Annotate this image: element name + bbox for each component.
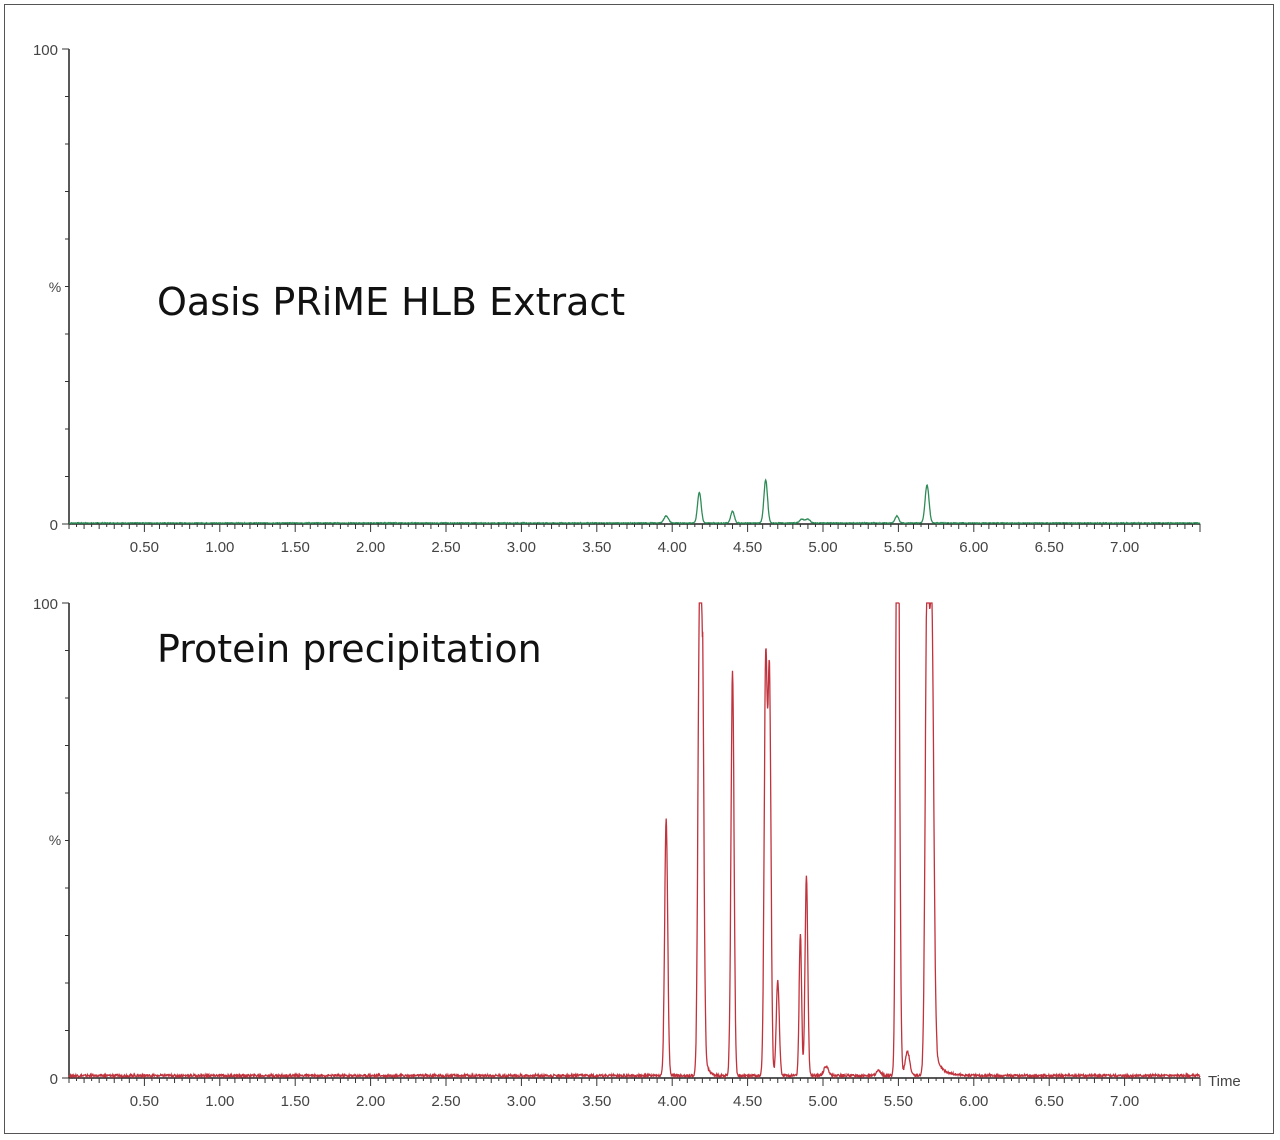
y-axis-label-oasis: % — [49, 279, 61, 295]
axes-protein — [62, 602, 1201, 1086]
panel-title-oasis: Oasis PRiME HLB Extract — [157, 280, 625, 324]
trace-line-oasis — [68, 478, 1201, 525]
x-tick-label: 4.50 — [733, 539, 762, 556]
x-tick-label: 6.50 — [1035, 539, 1064, 556]
x-tick-label: 2.00 — [356, 1093, 385, 1110]
x-tick-label: 2.50 — [431, 1093, 460, 1110]
x-tick-label: 4.00 — [658, 539, 687, 556]
panel-title-protein: Protein precipitation — [157, 627, 542, 671]
y-axis-label-protein: % — [49, 832, 61, 848]
x-tick-label: 1.50 — [281, 1093, 310, 1110]
x-tick-label: 6.00 — [959, 1093, 988, 1110]
x-tick-label: 3.50 — [582, 539, 611, 556]
x-axis-label-time: Time — [1208, 1073, 1241, 1090]
x-tick-label: 1.50 — [281, 539, 310, 556]
x-tick-label: 0.50 — [130, 539, 159, 556]
x-tick-label: 3.50 — [582, 1093, 611, 1110]
y-tick-label-0: 0 — [50, 1071, 58, 1088]
x-tick-label: 1.00 — [205, 539, 234, 556]
x-tick-labels-oasis: 0.50 1.00 1.50 2.00 2.50 3.00 3.50 4.00 4.50 5.00… — [130, 539, 1139, 556]
x-tick-label: 1.00 — [205, 1093, 234, 1110]
x-tick-labels-protein: 0.50 1.00 1.50 2.00 2.50 3.00 3.50 4.00 4.50 5.00… — [130, 1093, 1139, 1110]
x-tick-label: 6.50 — [1035, 1093, 1064, 1110]
x-tick-label: 7.00 — [1110, 539, 1139, 556]
x-tick-label: 0.50 — [130, 1093, 159, 1110]
x-tick-label: 5.50 — [884, 539, 913, 556]
y-tick-label-100: 100 — [33, 42, 58, 59]
figure-frame — [4, 4, 1274, 1134]
x-tick-label: 2.50 — [431, 539, 460, 556]
chart-panel-oasis: Oasis PRiME HLB Extract % 100 0 0.50 1.00… — [33, 42, 1201, 556]
x-tick-label: 4.00 — [658, 1093, 687, 1110]
x-tick-label: 7.00 — [1110, 1093, 1139, 1110]
x-tick-label: 5.50 — [884, 1093, 913, 1110]
x-tick-label: 2.00 — [356, 539, 385, 556]
x-tick-label: 4.50 — [733, 1093, 762, 1110]
chart-panel-protein: Protein precipitation % 100 0 Time 0.50 1… — [33, 596, 1241, 1110]
x-tick-label: 6.00 — [959, 539, 988, 556]
x-tick-label: 3.00 — [507, 1093, 536, 1110]
x-tick-label: 5.00 — [808, 1093, 837, 1110]
x-tick-label: 5.00 — [808, 539, 837, 556]
axes-oasis — [62, 48, 1201, 532]
y-tick-label-100: 100 — [33, 596, 58, 613]
y-tick-label-0: 0 — [50, 517, 58, 534]
trace-line-protein — [68, 602, 1201, 1080]
x-tick-label: 3.00 — [507, 539, 536, 556]
